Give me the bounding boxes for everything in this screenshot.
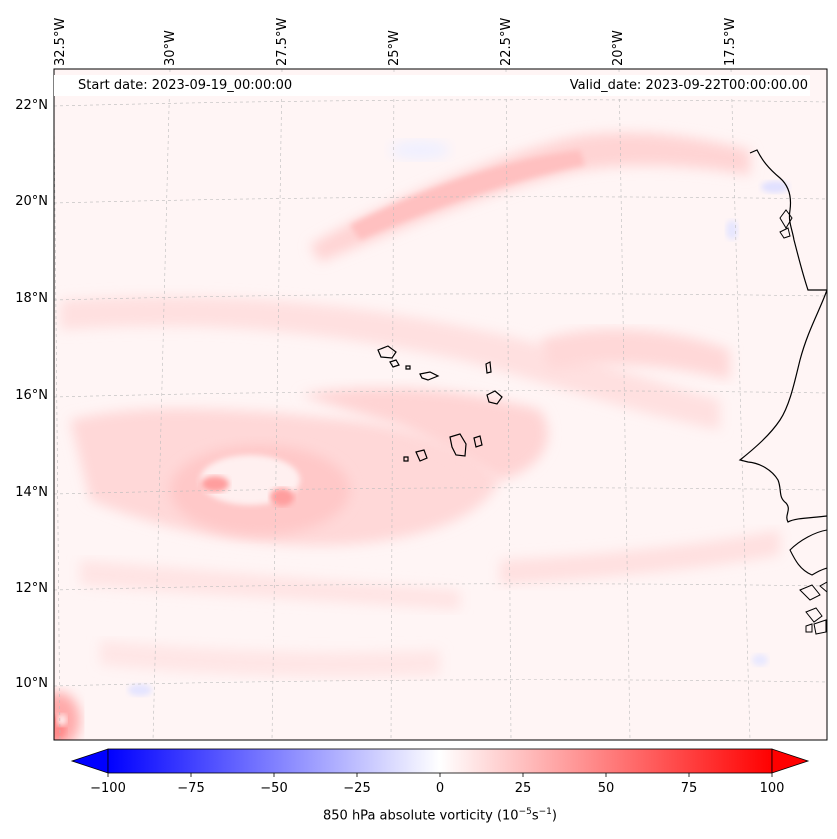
colorbar-tick: 100 (759, 781, 785, 796)
lat-label: 22°N (15, 98, 48, 113)
lon-label: 22.5°W (499, 17, 514, 66)
colorbar-tick: 0 (435, 781, 445, 796)
cape-verde-islands (377, 345, 503, 462)
colorbar-tick: −50 (260, 781, 288, 796)
lat-label: 14°N (15, 485, 48, 500)
colorbar-tick: 25 (514, 781, 532, 796)
start-date-text: Start date: 2023-09-19_00:00:00 (78, 78, 293, 93)
colorbar-tick: 50 (597, 781, 615, 796)
lat-label: 20°N (15, 194, 48, 209)
colorbar-tick: 75 (680, 781, 698, 796)
colorbar-tick: −25 (343, 781, 371, 796)
graticule (54, 69, 827, 740)
lon-label: 17.5°W (723, 17, 738, 66)
lon-label: 25°W (387, 30, 402, 66)
lat-label: 16°N (15, 388, 48, 403)
map-border (53, 68, 828, 741)
africa-coastline (738, 289, 827, 523)
colorbar-tick: −100 (90, 781, 126, 796)
lat-label: 10°N (15, 676, 48, 691)
colorbar-tick: −75 (177, 781, 205, 796)
lat-label: 12°N (15, 581, 48, 596)
colorbar (70, 748, 810, 777)
lon-label: 30°W (163, 30, 178, 66)
lon-label: 32.5°W (53, 17, 68, 66)
vorticity-field (54, 69, 827, 740)
lat-label: 18°N (15, 291, 48, 306)
colorbar-label: 850 hPa absolute vorticity (10−5s−1) (323, 807, 557, 824)
lon-label: 27.5°W (275, 17, 290, 66)
valid-date-text: Valid_date: 2023-09-22T00:00:00.00 (569, 78, 808, 93)
date-info-bar: Start date: 2023-09-19_00:00:00 Valid_da… (54, 75, 810, 96)
lon-label: 20°W (611, 30, 626, 66)
